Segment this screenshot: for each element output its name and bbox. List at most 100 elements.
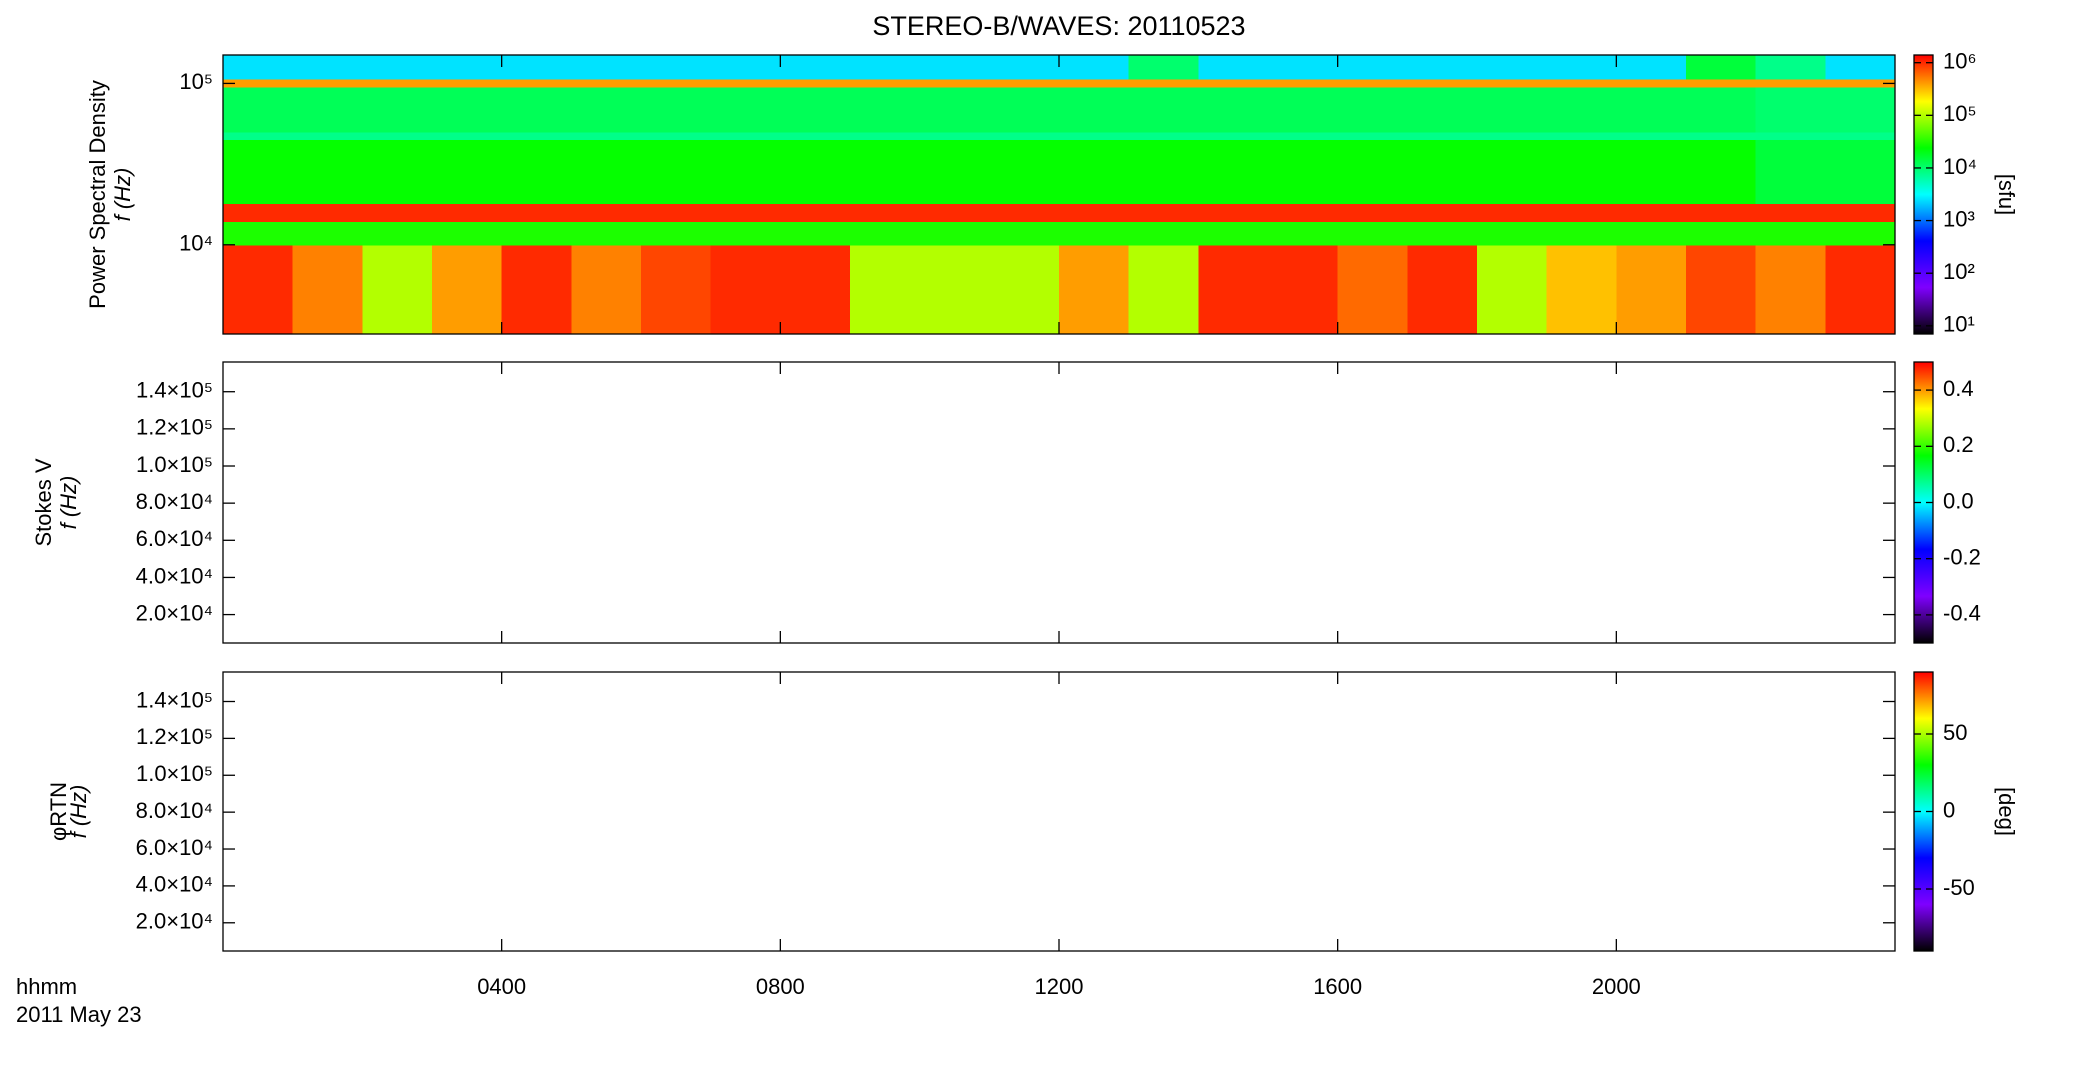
heatmap-cell [710,203,781,222]
heatmap-cell [1755,221,1826,246]
heatmap-cell [432,221,503,246]
y-axis-label: φRTN [46,782,71,841]
colorbar-tick-label: 10⁵ [1943,101,1977,126]
heatmap-cell [1059,221,1130,246]
heatmap-cell [432,203,503,222]
heatmap-cell [1755,78,1826,88]
heatmap-cell [641,203,712,222]
plot-frame [222,671,1896,952]
heatmap-cell [1755,131,1826,140]
heatmap-cell [850,139,921,205]
heatmap-cell [850,131,921,140]
heatmap-cell [1616,244,1687,335]
x-axis-date: 2011 May 23 [16,1002,142,1027]
heatmap-cell [1128,87,1199,133]
heatmap-cell [1337,55,1408,80]
y-tick-label: 10⁵ [179,69,213,94]
heatmap-cell [1477,131,1548,140]
heatmap-cell [989,131,1060,140]
heatmap-cell [1198,221,1269,246]
heatmap-cell [710,244,781,335]
heatmap-cell [641,221,712,246]
colorbar-tick-label: -50 [1943,875,1975,900]
colorbar-tick-label: 0.0 [1943,488,1974,513]
heatmap-cell [850,203,921,222]
colorbar-tick-label: 50 [1943,720,1967,745]
heatmap-cell [1198,78,1269,88]
heatmap-cell [1198,87,1269,133]
heatmap-cell [1337,131,1408,140]
heatmap-cell [1059,203,1130,222]
heatmap-cell [641,244,712,335]
heatmap-cell [362,244,433,335]
colorbar-label: [deg] [1994,787,2019,836]
heatmap-cell [1755,244,1826,335]
heatmap-cell [432,78,503,88]
heatmap-cell [1198,55,1269,80]
heatmap-cell [501,131,572,140]
heatmap-cell [1268,87,1339,133]
heatmap-cell [571,55,642,80]
heatmap-cell [710,55,781,80]
chart-title: STEREO-B/WAVES: 20110523 [872,11,1245,41]
y-axis-label: Power Spectral Density [85,80,110,309]
heatmap-cell [710,78,781,88]
heatmap-cell [989,203,1060,222]
heatmap-cell [1825,244,1896,335]
y-tick-label: 4.0×10⁴ [136,872,213,897]
x-tick-label: 2000 [1592,974,1641,999]
heatmap-cell [1477,78,1548,88]
heatmap-cell [641,78,712,88]
x-axis-label: hhmm [16,974,77,999]
y-axis-label: f (Hz) [110,168,135,222]
heatmap-cell [1755,203,1826,222]
heatmap-cell [1477,87,1548,133]
y-tick-label: 6.0×10⁴ [136,835,213,860]
heatmap-cell [501,139,572,205]
heatmap-cell [1477,139,1548,205]
heatmap-cell [1337,87,1408,133]
heatmap-cell [1686,203,1757,222]
heatmap-cell [1059,87,1130,133]
y-axis-label: Stokes V [31,458,56,546]
heatmap-cell [780,139,851,205]
heatmap-cell [362,203,433,222]
heatmap-cell [919,221,990,246]
colorbar-tick-label: 10¹ [1943,312,1975,337]
y-tick-label: 6.0×10⁴ [136,526,213,551]
colorbar-tick-label: 0.4 [1943,376,1974,401]
heatmap-cell [989,244,1060,335]
heatmap-cell [1059,139,1130,205]
heatmap-cell [1755,139,1826,205]
colorbar-tick-label: 10⁶ [1943,49,1977,74]
heatmap-cell [1337,244,1408,335]
heatmap-cell [780,131,851,140]
y-tick-label: 1.2×10⁵ [136,724,213,749]
panel: 10⁴ 10⁵ Power Spectral Density f (Hz) 10¹ 10²… [85,49,2019,337]
heatmap-cell [919,203,990,222]
heatmap-cell [710,221,781,246]
heatmap-cell [1616,78,1687,88]
heatmap-cell [1825,55,1896,80]
heatmap-cell [850,55,921,80]
heatmap-cell [1755,87,1826,133]
heatmap-cell [1546,203,1617,222]
heatmap-cell [1059,78,1130,88]
colorbar-tick-label: -0.2 [1943,545,1981,570]
heatmap-cell [1686,244,1757,335]
heatmap-cell [1407,78,1478,88]
heatmap-cell [1616,221,1687,246]
heatmap-cell [1407,203,1478,222]
heatmap-cell [223,78,294,88]
colorbar-tick-label: 10³ [1943,206,1975,231]
heatmap-cell [292,131,363,140]
heatmap-cell [919,78,990,88]
heatmap-cell [1825,87,1896,133]
heatmap-cell [710,139,781,205]
heatmap-cell [292,203,363,222]
y-tick-label: 1.4×10⁵ [136,687,213,712]
heatmap-cell [501,55,572,80]
heatmap-cell [641,139,712,205]
heatmap-cell [1198,139,1269,205]
